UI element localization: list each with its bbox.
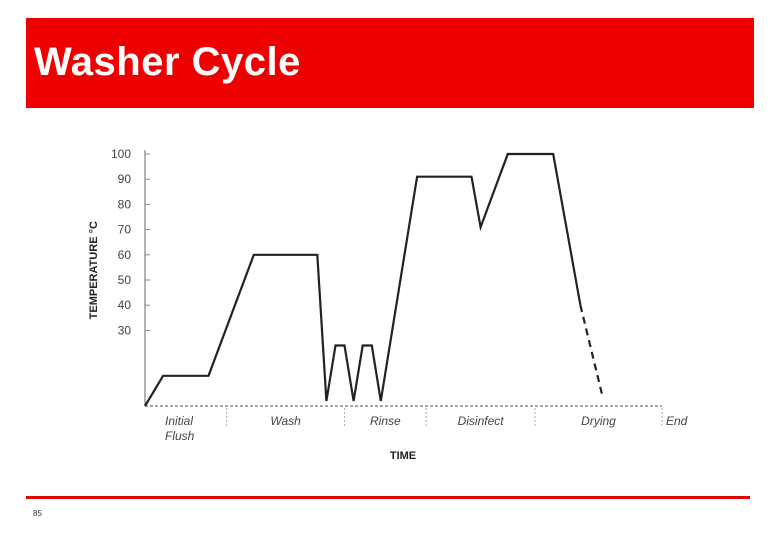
phase-label: Drying xyxy=(581,414,616,428)
x-axis-title: TIME xyxy=(390,450,416,462)
y-tick-label: 80 xyxy=(118,197,132,211)
temperature-line xyxy=(144,152,582,407)
end-label: End xyxy=(666,414,688,428)
y-tick-label: 100 xyxy=(111,147,131,161)
page-number: 85 xyxy=(33,509,42,518)
footer-rule xyxy=(26,496,750,499)
y-tick-label: 90 xyxy=(118,172,132,186)
y-tick-label: 60 xyxy=(118,248,132,262)
y-axis-title: TEMPERATURE °C xyxy=(88,221,100,319)
slide-title: Washer Cycle xyxy=(34,40,301,84)
y-tick-label: 70 xyxy=(118,223,132,237)
y-tick-label: 40 xyxy=(118,298,132,312)
phase-label: Initial xyxy=(165,414,193,428)
phase-label: Flush xyxy=(165,429,195,443)
phase-label: Disinfect xyxy=(458,414,505,428)
y-tick-label: 30 xyxy=(118,323,132,337)
phase-label: Rinse xyxy=(370,414,401,428)
cooldown-dashed-line xyxy=(579,304,605,399)
title-banner: Washer Cycle xyxy=(26,18,754,108)
y-tick-label: 50 xyxy=(118,273,132,287)
phase-label: Wash xyxy=(270,414,301,428)
